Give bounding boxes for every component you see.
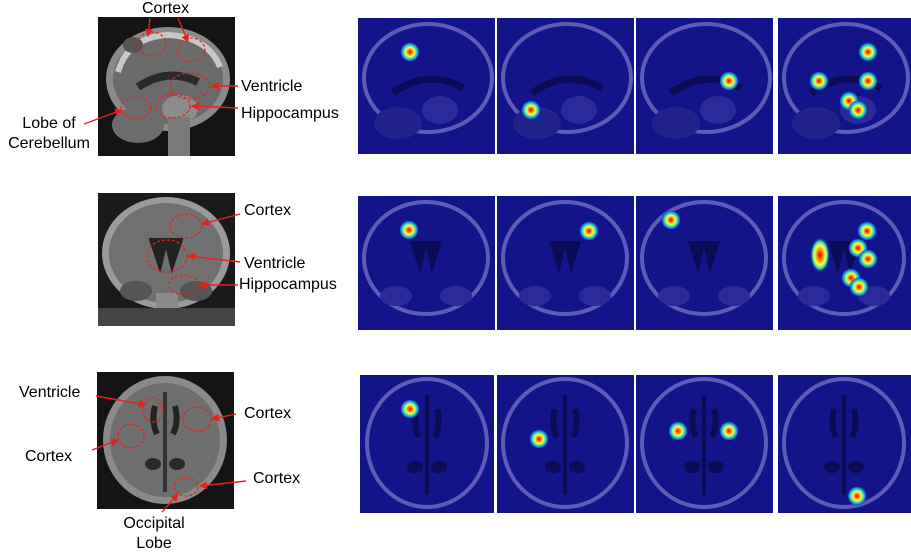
label-ventricle: Ventricle: [241, 78, 303, 95]
label-hippocampus: Hippocampus: [239, 276, 337, 293]
arrow: [83, 108, 123, 125]
mri-axial-reference: [97, 372, 234, 509]
heatmap-coronal-1: [358, 196, 495, 330]
roi-outline: [117, 423, 145, 449]
arrow: [177, 17, 189, 43]
label-cortex: Cortex: [253, 470, 301, 487]
label-cortex: Cortex: [142, 0, 190, 17]
heatmap-sagittal-3: [636, 18, 773, 154]
roi-outline: [169, 72, 211, 100]
roi-outline: [120, 96, 152, 120]
label-cortex: Cortex: [25, 448, 73, 465]
arrow: [144, 17, 153, 37]
arrow: [161, 493, 179, 513]
roi-outline: [146, 239, 188, 273]
label-cortex: Cortex: [244, 405, 292, 422]
arrow: [191, 102, 239, 111]
heatmap-sagittal-4: [778, 18, 911, 154]
heatmap-axial-2: [497, 375, 634, 513]
roi-outline: [173, 477, 199, 497]
label-ventricle: Ventricle: [19, 384, 81, 401]
mri-coronal-reference: [98, 193, 235, 326]
label-cerebellum: Cerebellum: [8, 135, 90, 152]
label-ventricle: Ventricle: [244, 255, 306, 272]
label-lobe: Lobe: [136, 535, 172, 552]
heatmap-sagittal-1: [358, 18, 495, 154]
label-lobe-of: Lobe of: [22, 115, 76, 132]
arrow: [199, 480, 247, 490]
arrow: [211, 413, 237, 422]
heatmap-axial-1: [360, 375, 494, 513]
label-cortex: Cortex: [244, 202, 292, 219]
label-hippocampus: Hippocampus: [241, 105, 339, 122]
arrow: [91, 438, 119, 451]
heatmap-coronal-2: [497, 196, 634, 330]
heatmap-axial-4: [778, 375, 911, 513]
roi-outline: [155, 93, 191, 119]
arrow: [201, 213, 241, 227]
roi-outline: [169, 213, 203, 239]
heatmap-sagittal-2: [497, 18, 634, 154]
roi-outline: [142, 397, 164, 423]
roi-outline: [137, 31, 167, 57]
arrow: [187, 252, 241, 263]
arrow: [95, 395, 147, 408]
label-occipital: Occipital: [123, 515, 185, 532]
roi-outline: [168, 274, 200, 296]
roi-outline: [176, 37, 206, 63]
heatmap-coronal-3: [636, 196, 773, 330]
heatmap-coronal-4: [778, 196, 911, 330]
heatmap-axial-3: [636, 375, 773, 513]
roi-outline: [182, 406, 212, 432]
